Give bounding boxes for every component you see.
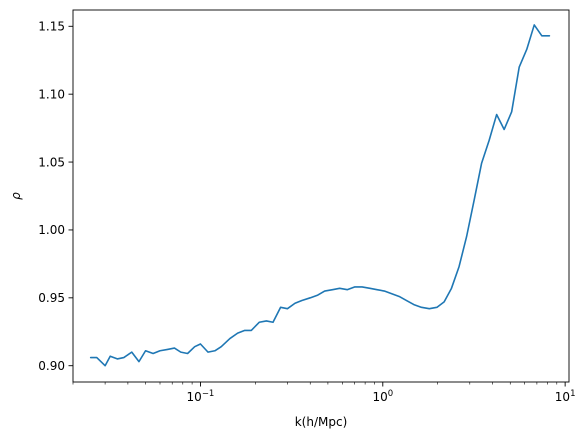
x-axis-label: k(h/Mpc) bbox=[295, 415, 348, 429]
y-tick-label: 0.95 bbox=[38, 291, 65, 305]
y-axis-label: ρ bbox=[9, 192, 23, 200]
y-axis: 0.90 0.95 1.00 1.05 1.10 1.15 bbox=[38, 20, 73, 373]
x-tick-label: 10−1 bbox=[187, 389, 215, 404]
y-tick-label: 1.00 bbox=[38, 223, 65, 237]
y-tick-label: 0.90 bbox=[38, 359, 65, 373]
y-tick-label: 1.05 bbox=[38, 155, 65, 169]
x-axis: 10−1 100 101 bbox=[72, 382, 576, 404]
y-tick-label: 1.15 bbox=[38, 20, 65, 34]
x-tick-label: 100 bbox=[372, 389, 393, 404]
plot-frame bbox=[72, 9, 570, 383]
x-tick-label: 101 bbox=[555, 389, 576, 404]
y-tick-label: 1.10 bbox=[38, 87, 65, 101]
plot-area bbox=[72, 9, 570, 383]
series-line bbox=[89, 24, 551, 367]
